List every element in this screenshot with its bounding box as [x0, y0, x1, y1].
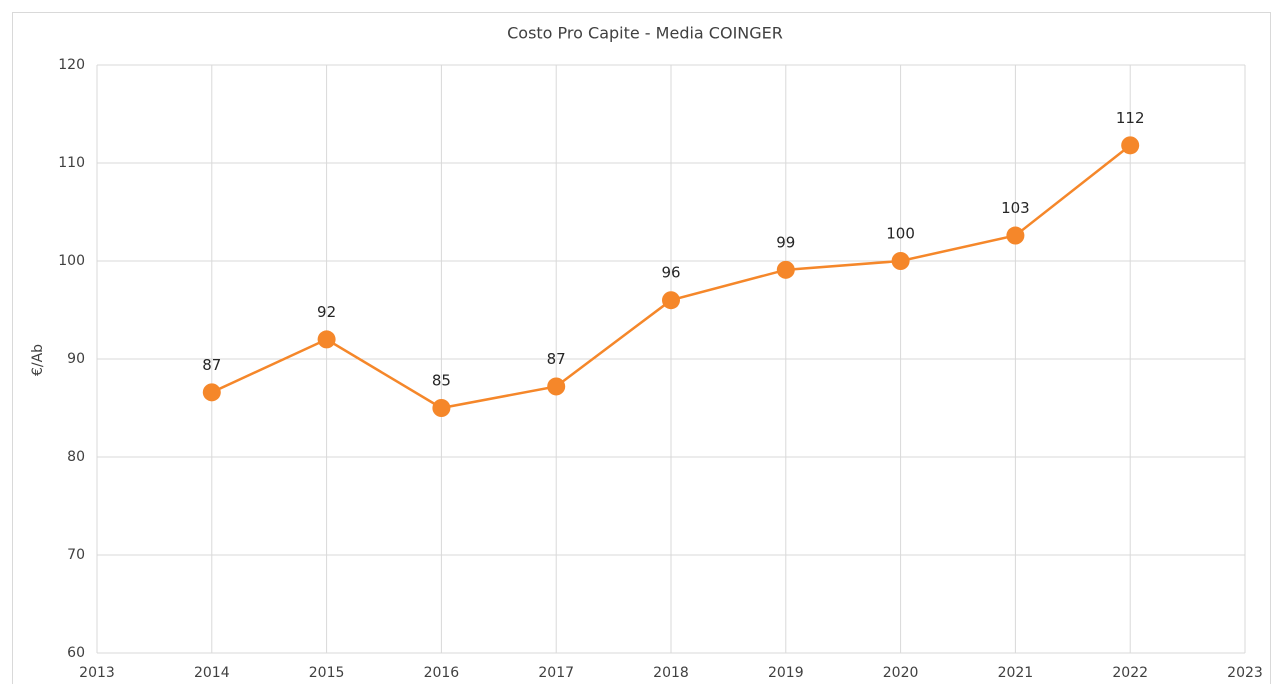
x-tick-label: 2013	[79, 665, 115, 681]
data-label: 92	[317, 303, 336, 321]
x-tick-label: 2019	[768, 665, 804, 681]
data-label: 87	[547, 350, 566, 368]
chart-title: Costo Pro Capite - Media COINGER	[507, 24, 783, 43]
data-label: 112	[1116, 109, 1145, 127]
x-tick-label: 2018	[653, 665, 689, 681]
data-label: 103	[1001, 199, 1030, 217]
y-tick-label: 110	[58, 155, 85, 171]
y-axis-label: €/Ab	[30, 344, 46, 376]
x-tick-label: 2017	[538, 665, 574, 681]
y-tick-label: 80	[67, 449, 85, 465]
x-tick-label: 2020	[883, 665, 919, 681]
data-point	[1121, 136, 1140, 155]
y-tick-label: 70	[67, 547, 85, 563]
data-point	[662, 291, 680, 310]
chart-frame	[12, 12, 1271, 684]
y-tick-label: 60	[67, 645, 85, 661]
data-label: 87	[202, 356, 221, 374]
data-point	[202, 383, 221, 402]
y-tick-label: 90	[67, 351, 85, 367]
data-label: 85	[432, 372, 451, 390]
data-point	[776, 260, 795, 279]
x-tick-label: 2021	[998, 665, 1034, 681]
data-point	[317, 330, 336, 349]
y-tick-label: 120	[58, 57, 85, 73]
x-tick-label: 2016	[424, 665, 460, 681]
x-tick-label: 2023	[1227, 665, 1263, 681]
data-point	[547, 377, 566, 396]
data-point	[891, 252, 910, 270]
data-point	[1006, 226, 1025, 245]
data-label: 100	[886, 225, 915, 243]
y-tick-label: 100	[58, 253, 85, 269]
data-point	[432, 399, 451, 417]
x-tick-label: 2022	[1112, 665, 1148, 681]
data-label: 99	[776, 233, 795, 251]
data-label: 96	[661, 264, 680, 282]
x-tick-label: 2014	[194, 665, 230, 681]
x-tick-label: 2015	[309, 665, 345, 681]
